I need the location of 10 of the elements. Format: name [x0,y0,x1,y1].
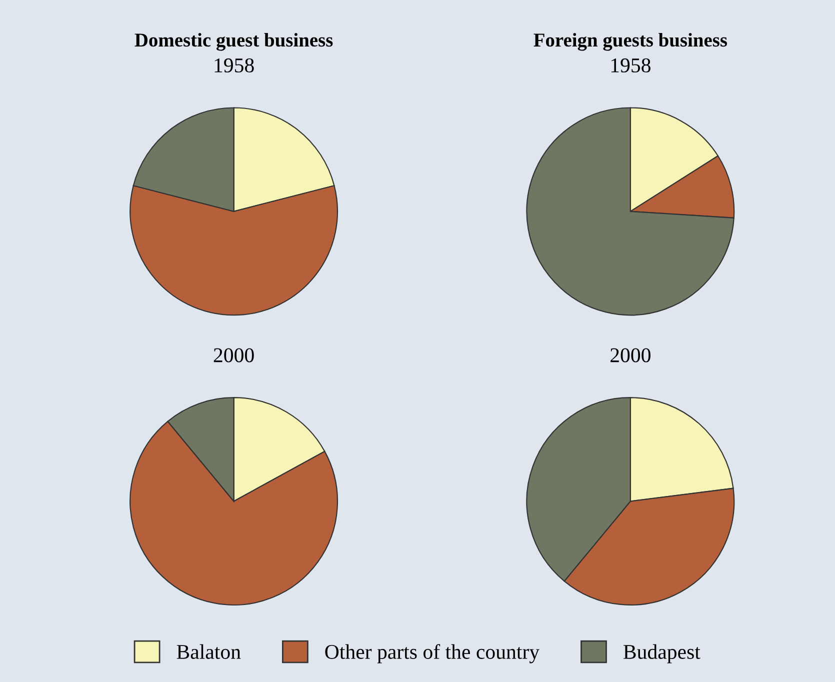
legend-label: Balaton [176,644,241,659]
chart-title: Domestic guest business [134,32,333,51]
chart-subtitle: 1958 [611,58,650,72]
legend-label: Other parts of the country [325,644,540,664]
chart-title: 2000 [610,348,650,362]
pie-slice [526,107,734,316]
chart-title: 2000 [214,348,254,362]
legend-label: Budapest [624,644,700,664]
chart-title: Foreign guests business [534,32,728,51]
chart-subtitle: 1958 [214,58,254,72]
